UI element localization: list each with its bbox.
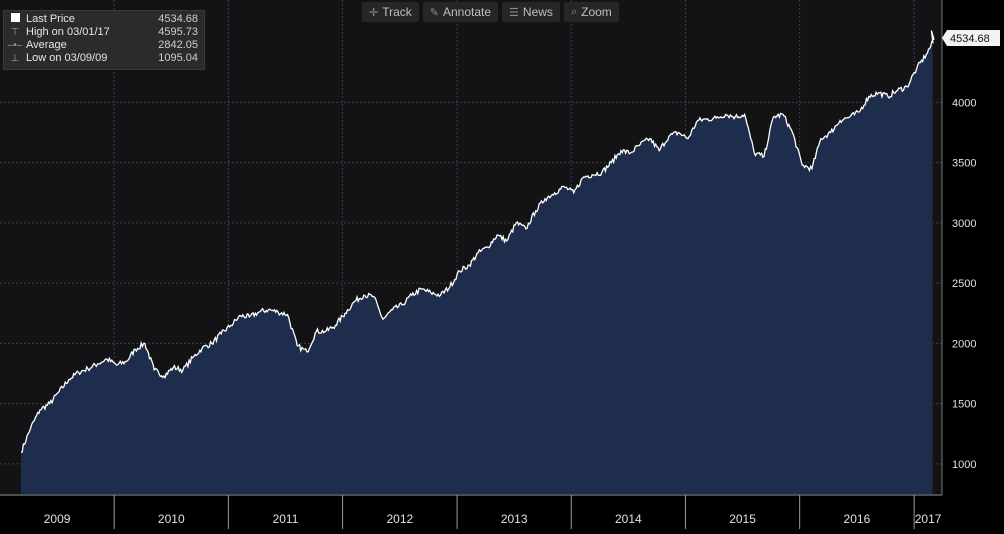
x-tick-label: 2011 <box>273 512 299 526</box>
news-icon: ☰ <box>509 6 519 19</box>
y-tick-label: 2000 <box>952 338 976 350</box>
zoom-button[interactable]: ⌕ Zoom <box>563 2 619 22</box>
y-tick-label: 1000 <box>952 459 976 471</box>
last-price-tag <box>942 29 1000 46</box>
x-axis-band <box>0 494 1004 529</box>
y-tick-label: 3000 <box>952 218 976 230</box>
zoom-label: Zoom <box>581 5 612 19</box>
average-line-icon: –•– <box>7 40 23 51</box>
x-tick-label: 2012 <box>386 512 413 526</box>
low-marker-icon: ⊥ <box>10 53 20 64</box>
pencil-icon: ✎ <box>429 6 439 19</box>
last-price-swatch <box>4 13 26 26</box>
x-tick-label: 2015 <box>729 512 756 526</box>
crosshair-icon: ✛ <box>369 6 379 19</box>
price-area <box>21 30 934 494</box>
y-tick-label: 3500 <box>952 158 976 170</box>
legend-row-average[interactable]: –•– Average 2842.05 <box>4 39 204 52</box>
price-line <box>20 30 935 454</box>
annotate-label: Annotate <box>443 5 492 19</box>
news-button[interactable]: ☰ News <box>502 2 560 22</box>
legend-row-last-price[interactable]: Last Price 4534.68 <box>4 13 204 26</box>
chart-toolbar: ✛ Track ✎ Annotate ☰ News ⌕ Zoom <box>362 2 619 22</box>
legend-value: 4595.73 <box>158 26 198 38</box>
legend-label: Low on 03/09/09 <box>26 52 108 64</box>
x-tick-label: 2017 <box>915 512 942 526</box>
magnifier-icon: ⌕ <box>570 5 578 18</box>
x-tick-label: 2016 <box>844 512 871 526</box>
x-tick-label: 2014 <box>615 512 642 526</box>
legend-label: Last Price <box>26 13 75 25</box>
track-label: Track <box>382 5 412 19</box>
y-tick-label: 1500 <box>952 399 976 411</box>
x-tick-label: 2010 <box>158 512 185 526</box>
legend-value: 2842.05 <box>158 39 198 51</box>
legend-row-high[interactable]: ⊤ High on 03/01/17 4595.73 <box>4 26 204 39</box>
legend-value: 1095.04 <box>158 52 198 64</box>
x-tick-label: 2009 <box>44 512 71 526</box>
high-marker-icon: ⊤ <box>10 27 20 38</box>
legend-value: 4534.68 <box>158 13 198 25</box>
chart-legend: Last Price 4534.68 ⊤ High on 03/01/17 45… <box>3 10 205 70</box>
legend-label: High on 03/01/17 <box>26 26 110 38</box>
y-tick-label: 2500 <box>952 278 976 290</box>
annotate-button[interactable]: ✎ Annotate <box>422 2 499 22</box>
legend-label: Average <box>26 39 67 51</box>
track-button[interactable]: ✛ Track <box>362 2 419 22</box>
y-tick-label: 4000 <box>952 97 976 109</box>
last-price-tag-label: 4534.68 <box>950 33 990 45</box>
legend-row-low[interactable]: ⊥ Low on 03/09/09 1095.04 <box>4 52 204 65</box>
news-label: News <box>522 5 553 19</box>
x-tick-label: 2013 <box>501 512 528 526</box>
